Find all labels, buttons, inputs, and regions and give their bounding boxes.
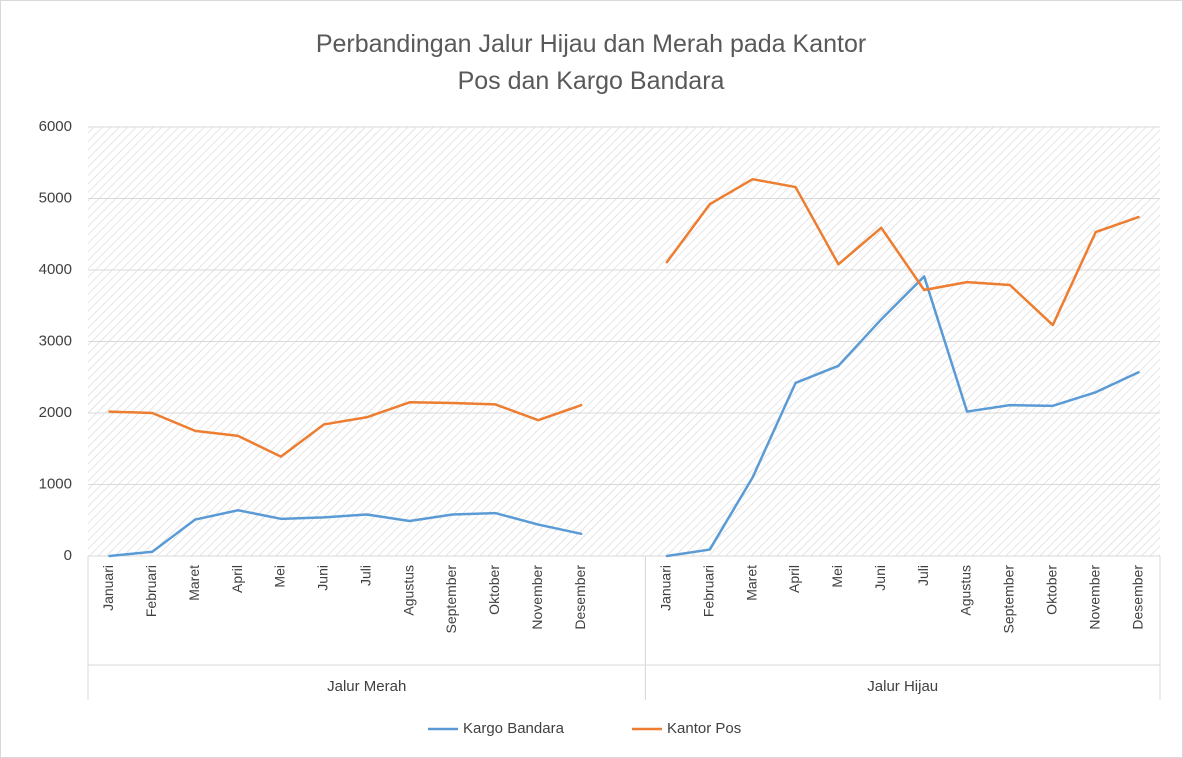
x-tick-label: Mei — [829, 565, 845, 588]
x-tick-label: April — [786, 565, 802, 593]
x-tick-label: April — [229, 565, 245, 593]
x-tick-label: Oktober — [486, 565, 502, 615]
x-tick-label: November — [529, 565, 545, 630]
x-tick-label: Mei — [272, 565, 288, 588]
x-tick-label: Februari — [700, 565, 716, 617]
y-tick-label: 3000 — [39, 332, 72, 349]
chart-title: Perbandingan Jalur Hijau dan Merah pada … — [315, 30, 867, 95]
x-tick-label: Januari — [658, 565, 674, 611]
x-tick-label: Juni — [315, 565, 331, 591]
x-tick-label: Juni — [872, 565, 888, 591]
x-tick-label: Maret — [743, 565, 759, 601]
x-tick-label: Agustus — [400, 565, 416, 616]
x-tick-label: Juli — [357, 565, 373, 586]
y-tick-label: 6000 — [39, 118, 72, 135]
x-tick-label: Februari — [143, 565, 159, 617]
series-line — [108, 275, 1140, 558]
group-label: Jalur Hijau — [867, 678, 938, 695]
x-tick-label: Desember — [572, 565, 588, 630]
y-tick-label: 4000 — [39, 261, 72, 278]
legend-label: Kargo Bandara — [463, 720, 565, 737]
x-tick-label: September — [443, 565, 459, 634]
x-tick-label: Oktober — [1044, 565, 1060, 615]
x-tick-label: November — [1086, 565, 1102, 630]
x-tick-label: Maret — [186, 565, 202, 601]
x-tick-label: Desember — [1129, 565, 1145, 630]
legend-label: Kantor Pos — [667, 720, 741, 737]
y-tick-label: 0 — [64, 547, 72, 564]
y-tick-label: 1000 — [39, 475, 72, 492]
y-tick-label: 2000 — [39, 404, 72, 421]
x-tick-label: September — [1001, 565, 1017, 634]
y-tick-label: 5000 — [39, 189, 72, 206]
x-tick-label: Agustus — [958, 565, 974, 616]
x-tick-label: Juli — [915, 565, 931, 586]
group-label: Jalur Merah — [327, 678, 406, 695]
series-line — [108, 177, 1140, 458]
x-tick-label: Januari — [100, 565, 116, 611]
